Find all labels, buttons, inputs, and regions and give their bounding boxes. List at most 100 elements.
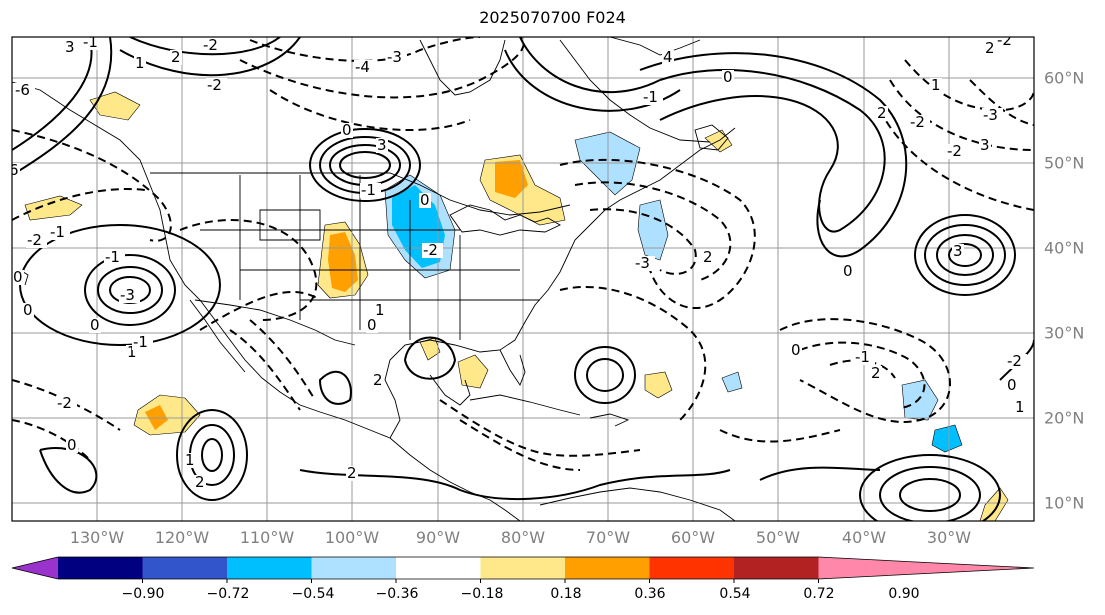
- colorbar-swatch: [734, 557, 819, 579]
- contour-label-bg: [386, 50, 407, 65]
- contour-label: -1: [83, 33, 98, 51]
- fill-yellow-alaska: [89, 91, 141, 121]
- coast-gulf-of-mexico: [384, 127, 736, 439]
- contour-label: 0: [420, 191, 430, 209]
- contour-label-bg: [946, 144, 967, 159]
- contour-label-bg: [202, 38, 223, 53]
- contour-label: 2: [373, 371, 383, 389]
- colorbar-tick-label: −0.36: [375, 586, 419, 602]
- lon-label: 120°W: [154, 528, 210, 547]
- contour-label: -1: [50, 223, 65, 241]
- contour-high-east-atlantic: [914, 214, 1016, 296]
- contour-label: -1: [643, 88, 658, 106]
- contour-label-bg: [89, 318, 101, 333]
- contour-low-central-atlantic: [779, 318, 951, 423]
- colorbar-swatch: [649, 557, 735, 579]
- coast-baja: [189, 299, 246, 373]
- coast-hudson-bay: [419, 39, 506, 96]
- contour-label: 1: [931, 76, 941, 94]
- contour-high-east-atlantic: [936, 234, 994, 276]
- fill-lightblue-atlantic-east: [901, 379, 939, 421]
- contour-high-northcentral: [309, 128, 421, 202]
- contour-label: 6: [9, 161, 19, 179]
- contour-low-east: [879, 109, 1034, 211]
- contour-north-atlantic: [659, 69, 886, 233]
- contour-arctic: [129, 37, 281, 56]
- contour-label: 1: [1015, 398, 1025, 416]
- contour-label-bg: [1006, 354, 1027, 369]
- contour-low-mexico: [229, 329, 301, 411]
- contour-label-bg: [979, 138, 991, 153]
- contour-label-bg: [22, 303, 34, 318]
- contour-label: 2: [195, 473, 205, 491]
- lat-label: 20°N: [1044, 408, 1085, 428]
- contour-label-bg: [12, 163, 20, 178]
- contour-low-south: [12, 419, 91, 461]
- contour-label: -2: [423, 241, 438, 259]
- colorbar-outline: [11, 556, 1035, 580]
- contour-label-bg: [64, 40, 76, 55]
- contour-label: 0: [791, 341, 801, 359]
- coast-greenland: [609, 37, 701, 56]
- coast-south-america: [539, 487, 736, 521]
- colorbar-tick-label: 0.54: [719, 586, 751, 602]
- contour-zero: [318, 370, 352, 405]
- contour-label: -2: [947, 142, 962, 160]
- contour-label: 2: [703, 248, 713, 266]
- contour-label: 1: [375, 301, 385, 319]
- contour-label-bg: [170, 50, 182, 65]
- colorbar: [11, 556, 1035, 583]
- contour-low-plains: [199, 291, 321, 331]
- colorbar-swatch: [142, 557, 228, 579]
- contour-label-bg: [374, 303, 386, 318]
- contour-label: -2: [203, 36, 218, 54]
- lon-label: 50°W: [755, 528, 801, 547]
- contour-zero-south: [299, 469, 731, 501]
- colorbar-tick-label: −0.18: [460, 586, 504, 602]
- contour-label: 4: [663, 48, 673, 66]
- contour-label: -2: [910, 113, 925, 131]
- contour-label-bg: [354, 60, 375, 75]
- contour-high-east-atlantic: [924, 224, 1006, 286]
- contour-label-bg: [341, 123, 353, 138]
- contour-low-south-east: [719, 429, 841, 443]
- coast-hispaniola: [589, 413, 630, 427]
- colorbar-extend-min: [12, 557, 58, 579]
- contour-label: -6: [15, 81, 30, 99]
- contour-arctic: [119, 37, 301, 77]
- contour-label-bg: [82, 37, 103, 50]
- fill-yellow-far-east: [979, 487, 1009, 521]
- lon-label: 100°W: [324, 528, 380, 547]
- contour-label-bg: [952, 244, 964, 259]
- fill-lightblue-small: [721, 371, 743, 393]
- fill-blue-atlantic-east: [931, 424, 963, 453]
- colorbar-tick-label: −0.72: [206, 586, 250, 602]
- lat-label: 60°N: [1044, 68, 1085, 88]
- contour-low-mexico: [249, 319, 316, 401]
- contour-label-bg: [134, 56, 146, 71]
- contour-label-bg: [206, 78, 227, 93]
- contour-label: 2: [171, 48, 181, 66]
- contour-label-bg: [662, 50, 674, 65]
- contour-label-bg: [702, 250, 714, 265]
- coast-cuba: [469, 394, 581, 416]
- contour-label-bg: [194, 475, 206, 490]
- colorbar-extend-max: [818, 557, 1034, 579]
- fill-orange-plains: [328, 232, 358, 292]
- contour-label-bg: [366, 318, 378, 333]
- contour-label: 0: [342, 121, 352, 139]
- colorbar-swatch: [227, 557, 312, 579]
- contour-low-south: [12, 379, 121, 431]
- contour-label: -2: [1007, 352, 1022, 370]
- fill-yellow-gulf-small: [419, 337, 441, 361]
- contour-low-east: [889, 79, 1034, 151]
- contour-high-atlantic-mid: [574, 346, 636, 404]
- contour-low-atlantic: [559, 286, 707, 421]
- contour-east-south: [759, 466, 881, 481]
- contour-label-bg: [870, 366, 882, 381]
- positive-contours: [12, 37, 1034, 521]
- contour-label-bg: [360, 183, 381, 198]
- contour-zero: [39, 447, 98, 494]
